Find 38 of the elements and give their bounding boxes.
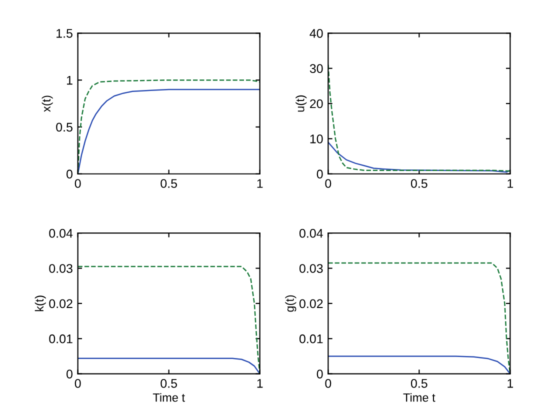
y-tick-label: 0.04 — [299, 228, 323, 238]
y-axis-title: g(t) — [285, 295, 296, 312]
y-tick-label: 0 — [316, 370, 323, 378]
x-tick-label: 1 — [508, 379, 514, 388]
y-tick-label: 1 — [66, 76, 72, 85]
x-axis-title: Time t — [152, 393, 185, 402]
y-tick-label: 0.03 — [49, 264, 72, 273]
x-tick-label: 0 — [74, 179, 81, 188]
y-axis-title: k(t) — [34, 296, 46, 312]
x-tick-label: 0.5 — [160, 179, 178, 188]
x-tick-label: 0.5 — [160, 378, 178, 388]
y-tick-label: 0 — [66, 370, 72, 378]
x-tick-label: 1 — [257, 179, 263, 188]
y-tick-label: 0 — [316, 170, 323, 179]
x-tick-label: 0.5 — [410, 179, 428, 188]
y-tick-label: 0.01 — [299, 334, 323, 344]
x-tick-label: 0.5 — [410, 378, 428, 388]
y-axis-title: x(t) — [42, 96, 53, 112]
x-axis-title: Time t — [403, 393, 436, 402]
y-tick-label: 0.02 — [299, 299, 323, 308]
y-tick-label: 0 — [66, 170, 72, 179]
line-series — [328, 64, 510, 172]
y-tick-label: 40 — [310, 28, 323, 38]
x-tick-label: 0 — [325, 378, 332, 388]
y-tick-label: 20 — [310, 99, 323, 108]
y-tick-label: 0.01 — [49, 334, 72, 344]
x-tick-label: 1 — [508, 179, 514, 188]
y-tick-label: 30 — [310, 64, 323, 74]
y-tick-label: 0.5 — [56, 122, 72, 132]
y-tick-label: 0.04 — [49, 228, 73, 238]
y-tick-label: 0.02 — [49, 299, 72, 308]
y-tick-label: 0.03 — [299, 264, 323, 273]
y-axis-title: u(t) — [296, 95, 307, 112]
y-tick-label: 1.5 — [56, 29, 72, 38]
x-tick-label: 0 — [74, 378, 81, 388]
x-tick-label: 1 — [257, 379, 263, 388]
y-tick-label: 10 — [310, 134, 323, 144]
x-tick-label: 0 — [325, 179, 332, 188]
